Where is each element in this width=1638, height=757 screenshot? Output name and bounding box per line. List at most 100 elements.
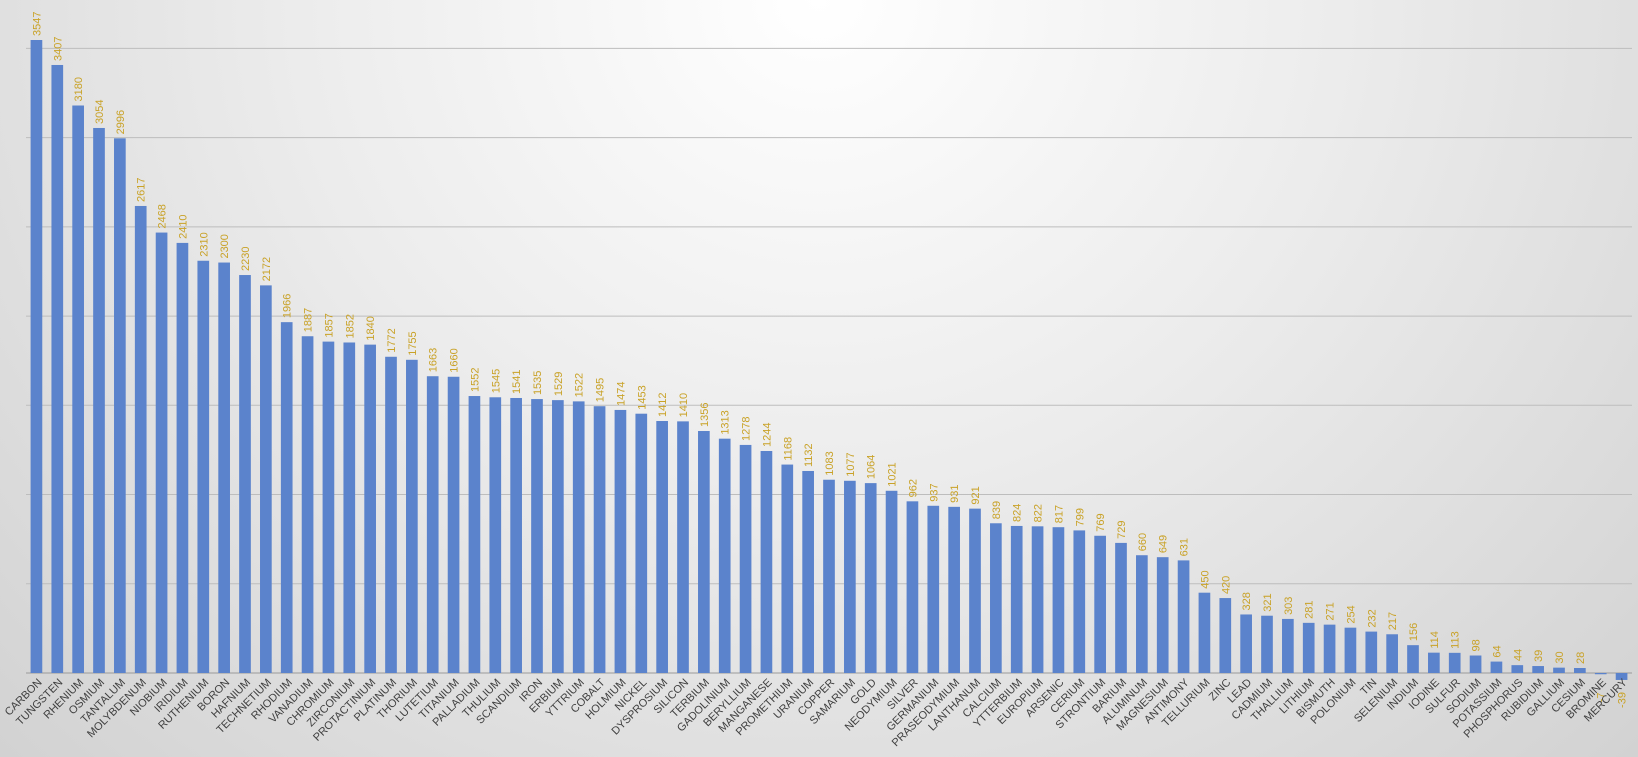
bar-platinum: [385, 356, 397, 673]
value-label: 3054: [94, 99, 106, 123]
value-label: 113: [1450, 631, 1462, 649]
bar-holmium: [614, 409, 627, 673]
bar-carbon: [30, 40, 43, 673]
category-labels: CARBONTUNGSTENRHENIUMOSMIUMTANTALUMMOLYB…: [3, 676, 1630, 749]
bar-uranium: [802, 470, 814, 673]
bar-technetium: [260, 285, 272, 673]
bar-antimony: [1177, 560, 1190, 673]
bar-terbium: [698, 431, 710, 673]
value-label: 321: [1262, 593, 1274, 611]
value-label: 303: [1283, 597, 1295, 615]
value-label: 217: [1387, 612, 1399, 630]
bar-magnesium: [1156, 557, 1169, 673]
bar-gadolinium: [718, 438, 731, 673]
value-label: 2617: [136, 177, 148, 201]
value-label: 1522: [574, 373, 586, 397]
value-label: 1966: [282, 294, 294, 318]
value-label: 271: [1325, 602, 1337, 620]
bar-palladium: [468, 396, 481, 673]
value-label: 114: [1429, 631, 1441, 649]
value-label: 1495: [595, 378, 607, 402]
value-label: 1453: [636, 385, 648, 409]
value-label: 2410: [177, 214, 189, 238]
value-label: 1541: [511, 370, 523, 394]
bar-yttrium: [572, 401, 585, 673]
value-label: 799: [1074, 508, 1086, 526]
bar-polonium: [1344, 627, 1357, 673]
value-label: 232: [1366, 609, 1378, 627]
bar-beryllium: [739, 444, 752, 673]
value-label: 1083: [824, 451, 836, 475]
value-label: 2300: [219, 234, 231, 258]
bar-bismuth: [1323, 624, 1336, 673]
bar-lanthanum: [969, 508, 981, 673]
bar-rhodium: [280, 322, 293, 673]
value-label: -39: [1617, 692, 1629, 708]
bar-erbium: [552, 400, 564, 673]
value-label: 1545: [490, 369, 502, 393]
bar-rhenium: [72, 105, 84, 673]
bar-boron: [218, 262, 230, 673]
value-label: 3407: [52, 36, 64, 60]
value-label: 1840: [365, 316, 377, 340]
bar-titanium: [447, 376, 460, 673]
bar-hafnium: [239, 275, 251, 673]
value-label: 30: [1554, 651, 1566, 663]
bar-cesium: [1574, 668, 1586, 673]
value-label: 1663: [428, 348, 440, 372]
bar-thulium: [489, 397, 502, 673]
bar-selenium: [1386, 634, 1398, 673]
bar-tellurium: [1198, 592, 1211, 673]
value-label: 631: [1179, 538, 1191, 556]
bar-sulfur: [1448, 652, 1461, 673]
bar-zinc: [1219, 598, 1232, 673]
bar-copper: [823, 479, 835, 673]
value-label: 1278: [741, 416, 753, 440]
value-label: 962: [907, 479, 919, 497]
value-label: 44: [1512, 649, 1524, 661]
bar-lithium: [1302, 622, 1315, 673]
bar-gold: [864, 483, 877, 673]
bar-tungsten: [51, 64, 64, 674]
bar-ruthenium: [197, 260, 210, 673]
bar-germanium: [927, 505, 940, 673]
value-label: 254: [1345, 605, 1357, 623]
bar-niobium: [155, 232, 168, 673]
value-label: 2172: [261, 257, 273, 281]
value-label: 450: [1199, 570, 1211, 588]
bar-ytterbium: [1010, 525, 1023, 673]
value-label: 1535: [532, 371, 544, 395]
value-label: 3547: [31, 12, 43, 36]
bar-nickel: [635, 413, 648, 673]
bar-promethium: [781, 464, 794, 673]
value-label: 1313: [720, 410, 732, 434]
value-label: 817: [1053, 505, 1065, 523]
bar-sodium: [1469, 655, 1482, 673]
bar-osmium: [93, 127, 105, 674]
value-label: 1852: [344, 314, 356, 338]
value-label: 2468: [157, 204, 169, 228]
value-label: 1772: [386, 328, 398, 352]
value-label: 769: [1095, 513, 1107, 531]
bar-protactinium: [364, 344, 376, 673]
value-label: 1356: [699, 403, 711, 427]
bar-mercury: [1615, 673, 1628, 680]
value-label: 1552: [469, 368, 481, 392]
bar-rubidium: [1532, 666, 1544, 673]
bar-iron: [531, 399, 543, 673]
value-label: 921: [970, 486, 982, 504]
bar-zirconium: [343, 342, 356, 673]
bar-chromium: [322, 341, 335, 673]
value-label: 1077: [845, 452, 857, 476]
value-label: 729: [1116, 521, 1128, 539]
value-label: 420: [1220, 576, 1232, 594]
bar-phosphorus: [1511, 665, 1524, 673]
bar-vanadium: [301, 336, 314, 673]
value-label: 1529: [553, 372, 565, 396]
bar-indium: [1407, 645, 1419, 673]
value-label: 1168: [782, 437, 794, 461]
bar-thorium: [406, 359, 418, 673]
bar-gallium: [1553, 667, 1565, 673]
bar-strontium: [1094, 535, 1106, 673]
bar-cerium: [1073, 530, 1086, 673]
